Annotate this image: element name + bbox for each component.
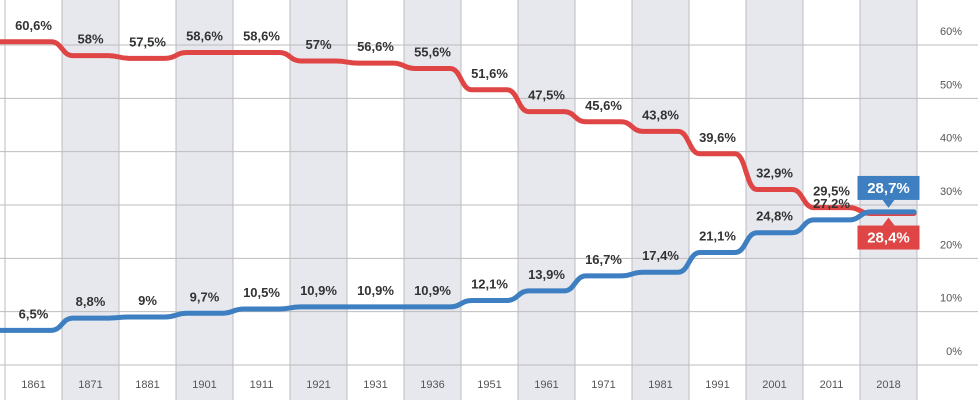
data-label: 29,5% bbox=[813, 184, 850, 199]
x-tick-label: 1921 bbox=[306, 379, 330, 391]
data-label: 9% bbox=[138, 293, 157, 308]
band-1961 bbox=[518, 0, 575, 400]
data-label: 10,9% bbox=[357, 283, 394, 298]
y-tick-label: 0% bbox=[946, 346, 962, 358]
data-label: 9,7% bbox=[190, 289, 220, 304]
series-line-0 bbox=[0, 39, 917, 217]
data-label: 43,8% bbox=[642, 107, 679, 122]
data-label: 32,9% bbox=[756, 166, 793, 181]
band-1931 bbox=[347, 0, 404, 400]
band-1936 bbox=[404, 0, 461, 400]
band-1991 bbox=[689, 0, 746, 400]
x-axis-ticks: 1861 1871 1881 1901 1911 1921 1931 1936 1951 1961… bbox=[21, 379, 900, 391]
data-label: 57% bbox=[305, 37, 331, 52]
band-1971 bbox=[575, 0, 632, 400]
callout-label: 28,4% bbox=[867, 230, 910, 247]
data-label: 56,6% bbox=[357, 39, 394, 54]
data-label: 13,9% bbox=[528, 267, 565, 282]
data-label: 21,1% bbox=[699, 228, 736, 243]
band-1881 bbox=[119, 0, 176, 400]
x-tick-label: 2001 bbox=[762, 379, 786, 391]
x-tick-label: 1981 bbox=[648, 379, 672, 391]
callout-box bbox=[857, 225, 920, 250]
y-tick-label: 10% bbox=[940, 293, 962, 305]
data-label: 47,5% bbox=[528, 88, 565, 103]
data-label: 58,6% bbox=[243, 28, 280, 43]
callout-box bbox=[857, 175, 920, 200]
x-tick-label: 1971 bbox=[591, 379, 615, 391]
band-1861 bbox=[5, 0, 62, 400]
series-lines bbox=[0, 39, 917, 333]
band-1921 bbox=[290, 0, 347, 400]
band-1981 bbox=[632, 0, 689, 400]
x-tick-label: 1931 bbox=[363, 379, 387, 391]
data-label: 10,5% bbox=[243, 285, 280, 300]
data-label: 27,2% bbox=[813, 196, 850, 211]
callout-pointer bbox=[882, 199, 895, 208]
y-tick-label: 30% bbox=[940, 186, 962, 198]
data-label: 24,8% bbox=[756, 209, 793, 224]
x-tick-label: 1911 bbox=[250, 379, 274, 391]
callout-pointer bbox=[882, 217, 895, 226]
y-tick-label: 60% bbox=[940, 26, 962, 38]
data-label: 39,6% bbox=[699, 130, 736, 145]
column-bands bbox=[5, 0, 917, 400]
data-label: 58% bbox=[77, 32, 103, 47]
data-label: 8,8% bbox=[76, 294, 106, 309]
y-tick-label: 20% bbox=[940, 239, 962, 251]
data-label: 12,1% bbox=[471, 276, 508, 291]
data-labels: 60,6% 58% 57,5% 58,6% 58,6% 57% 56,6% 55,6% 51,6… bbox=[15, 18, 850, 322]
data-label: 57,5% bbox=[129, 34, 166, 49]
x-tick-label: 1991 bbox=[705, 379, 729, 391]
band-2001 bbox=[746, 0, 803, 400]
y-tick-label: 50% bbox=[940, 79, 962, 91]
band-1871 bbox=[62, 0, 119, 400]
x-tick-label: 1961 bbox=[534, 379, 558, 391]
data-label: 10,9% bbox=[300, 283, 337, 298]
band-1911 bbox=[233, 0, 290, 400]
data-label: 60,6% bbox=[15, 18, 52, 33]
data-label: 16,7% bbox=[585, 252, 622, 267]
x-tick-label: 2011 bbox=[820, 379, 844, 391]
x-tick-label: 1871 bbox=[78, 379, 102, 391]
series-line-1 bbox=[0, 209, 917, 333]
x-tick-label: 1951 bbox=[477, 379, 501, 391]
data-label: 6,5% bbox=[19, 306, 49, 321]
band-1951 bbox=[461, 0, 518, 400]
x-tick-label: 2018 bbox=[876, 379, 900, 391]
band-1901 bbox=[176, 0, 233, 400]
x-tick-label: 1936 bbox=[420, 379, 444, 391]
callout-label: 28,7% bbox=[867, 180, 910, 197]
y-axis-ticks: 60% 50% 40% 30% 20% 10% 0% bbox=[940, 26, 962, 358]
x-tick-label: 1861 bbox=[21, 379, 45, 391]
x-tick-label: 1901 bbox=[192, 379, 216, 391]
data-label: 45,6% bbox=[585, 98, 622, 113]
data-label: 58,6% bbox=[186, 28, 223, 43]
data-label: 10,9% bbox=[414, 283, 451, 298]
data-label: 17,4% bbox=[642, 248, 679, 263]
band-2011 bbox=[803, 0, 860, 400]
callouts: 28,7% 28,4% bbox=[857, 175, 920, 250]
y-tick-label: 40% bbox=[940, 133, 962, 145]
data-label: 55,6% bbox=[414, 44, 451, 59]
x-tick-label: 1881 bbox=[135, 379, 159, 391]
data-label: 51,6% bbox=[471, 66, 508, 81]
